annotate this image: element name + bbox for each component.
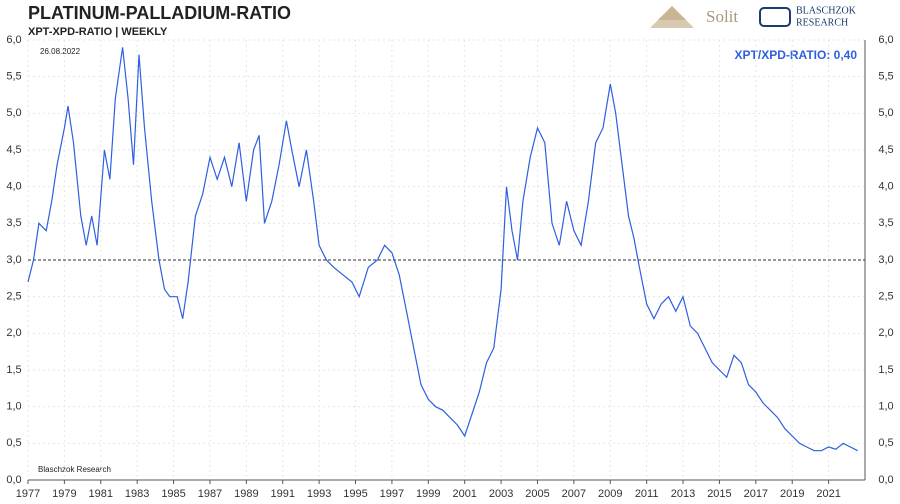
x-tick-label: 1979	[52, 488, 76, 500]
x-tick-label: 2003	[489, 488, 513, 500]
x-tick-label: 2001	[452, 488, 476, 500]
y2-tick-label: 5,5	[878, 71, 893, 83]
y2-tick-label: 4,5	[878, 144, 893, 156]
logo-line1: BLASCHZOK	[796, 5, 857, 16]
y2-tick-label: 0,0	[878, 474, 893, 486]
x-tick-label: 1997	[380, 488, 404, 500]
x-tick-label: 2009	[598, 488, 622, 500]
y2-tick-label: 3,5	[878, 217, 893, 229]
y-tick-label: 0,0	[6, 474, 21, 486]
chart-subtitle: XPT-XPD-RATIO | WEEKLY	[28, 26, 168, 38]
x-tick-label: 1993	[307, 488, 331, 500]
logo-line2: RESEARCH	[796, 17, 848, 28]
y-tick-label: 3,5	[6, 217, 21, 229]
y2-tick-label: 6,0	[878, 34, 893, 46]
x-tick-label: 2011	[635, 488, 659, 500]
x-tick-label: 1987	[198, 488, 222, 500]
x-tick-label: 2005	[525, 488, 549, 500]
x-tick-label: 2007	[562, 488, 586, 500]
x-tick-label: 1977	[16, 488, 40, 500]
y-tick-label: 1,0	[6, 401, 21, 413]
x-tick-label: 2021	[816, 488, 840, 500]
y2-tick-label: 1,5	[878, 364, 893, 376]
logo-solit: Solit	[706, 7, 738, 26]
ratio-line	[27, 47, 858, 452]
y2-tick-label: 1,0	[878, 401, 893, 413]
y-tick-label: 2,5	[6, 291, 21, 303]
x-tick-label: 1981	[89, 488, 113, 500]
x-tick-label: 1995	[343, 488, 367, 500]
y-tick-label: 3,0	[6, 254, 21, 266]
source-label: Blaschzok Research	[38, 465, 111, 474]
date-label: 26.08.2022	[40, 47, 81, 56]
y2-tick-label: 2,5	[878, 291, 893, 303]
y2-tick-label: 0,5	[878, 437, 893, 449]
y-tick-label: 4,5	[6, 144, 21, 156]
y2-tick-label: 5,0	[878, 107, 893, 119]
y-tick-label: 5,5	[6, 71, 21, 83]
x-tick-label: 2013	[671, 488, 695, 500]
x-tick-label: 2017	[744, 488, 768, 500]
y-tick-label: 1,5	[6, 364, 21, 376]
x-tick-label: 2015	[707, 488, 731, 500]
x-tick-label: 1989	[234, 488, 258, 500]
x-tick-label: 1999	[416, 488, 440, 500]
x-tick-label: 1983	[125, 488, 149, 500]
y-tick-label: 4,0	[6, 181, 21, 193]
y-tick-label: 6,0	[6, 34, 21, 46]
x-tick-label: 1985	[161, 488, 185, 500]
logo-pyramid-top	[658, 6, 686, 20]
y-tick-label: 2,0	[6, 327, 21, 339]
y-tick-label: 5,0	[6, 107, 21, 119]
y2-tick-label: 3,0	[878, 254, 893, 266]
chart-title: PLATINUM-PALLADIUM-RATIO	[28, 3, 291, 23]
logo-icon	[759, 7, 791, 27]
annotation: XPT/XPD-RATIO: 0,40	[735, 48, 858, 62]
y2-tick-label: 2,0	[878, 327, 893, 339]
x-tick-label: 2019	[780, 488, 804, 500]
y-tick-label: 0,5	[6, 437, 21, 449]
x-tick-label: 1991	[270, 488, 294, 500]
logo: Solit BLASCHZOK RESEARCH	[650, 5, 857, 28]
y2-tick-label: 4,0	[878, 181, 893, 193]
